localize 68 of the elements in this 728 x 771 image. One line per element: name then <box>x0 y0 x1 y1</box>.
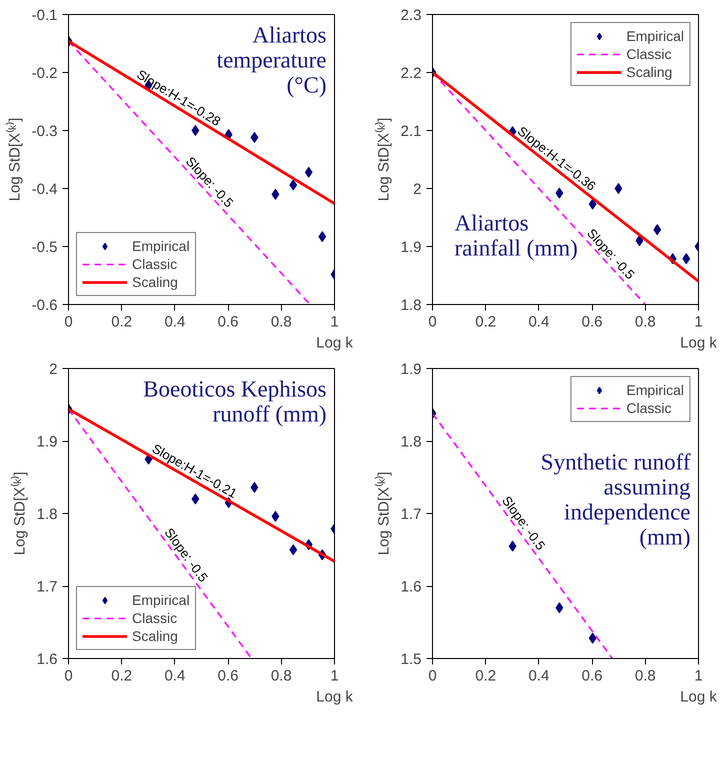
y-axis-title: Log StD[X⁽ᵏ⁾] <box>10 472 29 556</box>
legend-label: Empirical <box>132 238 190 254</box>
y-tick-label: 1.7 <box>400 506 422 523</box>
x-tick-label: 1 <box>694 314 703 330</box>
x-tick-label: 0.6 <box>218 314 239 330</box>
text: Aliartos rainfall (mm) <box>454 210 578 260</box>
legend-label: Scaling <box>132 628 178 644</box>
x-tick-label: 0.8 <box>270 314 292 330</box>
y-tick-label: 1.8 <box>400 434 422 450</box>
legend-label: Empirical <box>132 592 190 608</box>
y-tick-label: 1.6 <box>400 578 422 596</box>
y-tick-label: 2.2 <box>400 65 422 82</box>
x-axis-title: Log k <box>680 334 718 352</box>
y-tick-label: 2.3 <box>400 7 422 24</box>
x-tick-label: 0.8 <box>634 314 656 330</box>
y-axis-title: Log StD[X⁽ᵏ⁾] <box>374 118 393 202</box>
x-tick-label: 0.6 <box>582 314 603 330</box>
x-tick-label: 0.6 <box>582 668 603 684</box>
legend-label: Classic <box>132 610 178 626</box>
y-tick-label: -0.5 <box>32 239 58 256</box>
x-tick-label: 0.4 <box>528 668 550 684</box>
x-axis-title: Log k <box>316 688 354 706</box>
y-tick-label: 1.9 <box>400 239 422 256</box>
y-tick-label: -0.2 <box>32 65 58 82</box>
y-tick-label: -0.3 <box>32 123 58 140</box>
x-tick-label: 1 <box>330 668 339 684</box>
y-tick-label: 1.9 <box>36 434 58 450</box>
y-tick-label: -0.6 <box>32 297 58 314</box>
x-tick-label: 0.2 <box>111 314 132 330</box>
x-axis-title: Log k <box>316 334 354 352</box>
y-tick-label: 1.8 <box>36 506 58 523</box>
x-tick-label: 1 <box>330 314 339 330</box>
x-tick-label: 0 <box>428 668 437 684</box>
legend-label: Scaling <box>132 274 178 290</box>
text: Boeoticos Kephisos runoff (mm) <box>143 376 327 426</box>
x-tick-label: 0.2 <box>475 668 496 684</box>
x-tick-label: 0.6 <box>218 668 239 684</box>
x-tick-label: 0.8 <box>634 668 656 684</box>
y-tick-label: 1.7 <box>36 578 58 596</box>
y-tick-label: 2 <box>413 181 422 198</box>
y-axis-title: Log StD[X⁽ᵏ⁾] <box>374 472 393 556</box>
x-tick-label: 0 <box>64 668 73 684</box>
legend-label: Classic <box>626 46 672 62</box>
legend-label: Classic <box>626 400 672 416</box>
x-tick-label: 0.4 <box>164 668 186 684</box>
x-tick-label: 1 <box>694 668 703 684</box>
text: Aliartos temperature (°C) <box>216 22 327 98</box>
y-tick-label: 1.9 <box>400 361 422 378</box>
x-tick-label: 0 <box>64 314 73 330</box>
x-tick-label: 0.4 <box>164 314 186 330</box>
legend-label: Classic <box>132 256 178 272</box>
y-tick-label: -0.4 <box>32 181 58 198</box>
x-tick-label: 0.2 <box>111 668 132 684</box>
legend-label: Empirical <box>626 382 684 398</box>
y-tick-label: -0.1 <box>32 7 58 24</box>
y-tick-label: 1.8 <box>400 297 422 314</box>
y-tick-label: 2.1 <box>400 123 422 140</box>
y-axis-title: Log StD[X⁽ᵏ⁾] <box>6 118 24 202</box>
y-tick-label: 1.6 <box>36 651 58 668</box>
x-tick-label: 0.4 <box>528 314 550 330</box>
x-tick-label: 0.2 <box>475 314 496 330</box>
x-tick-label: 0.8 <box>270 668 292 684</box>
y-tick-label: 1.5 <box>400 651 422 668</box>
legend-label: Empirical <box>626 28 684 44</box>
x-tick-label: 0 <box>428 314 437 330</box>
legend-label: Scaling <box>626 64 672 80</box>
x-axis-title: Log k <box>680 688 718 706</box>
y-tick-label: 2 <box>49 361 58 378</box>
